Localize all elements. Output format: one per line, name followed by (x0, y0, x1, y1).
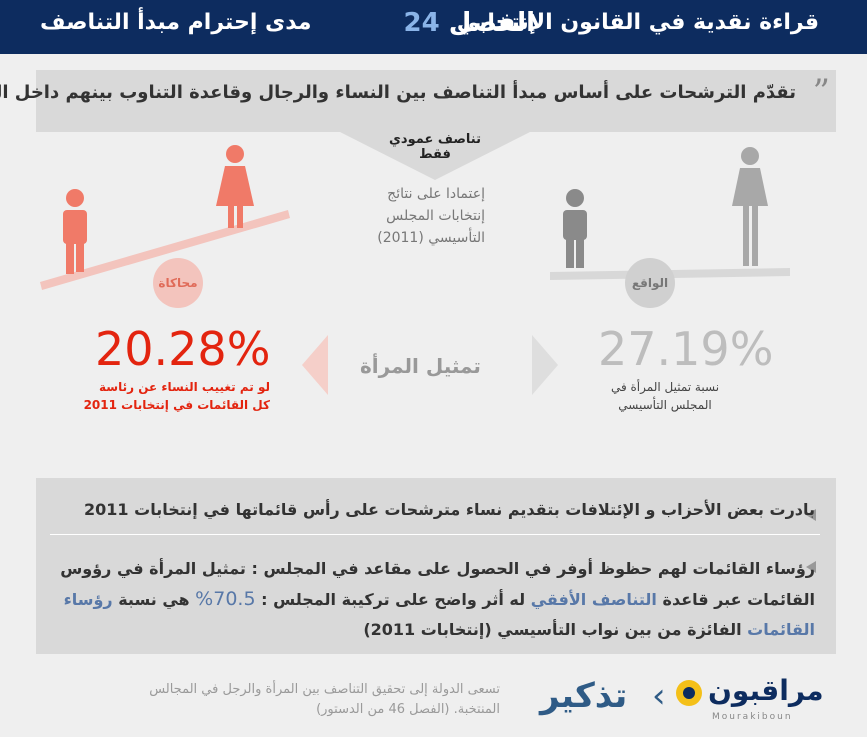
vertical-note: تناصف عمودي فقط (370, 132, 500, 162)
based-on-note: إعتمادا على نتائج إنتخابات المجلس التأسي… (355, 183, 485, 249)
based-on-line: إعتمادا على نتائج (387, 186, 485, 202)
logo-eye-icon (676, 680, 702, 706)
chapter-word: الفصل (448, 8, 535, 38)
bullet-arrow-icon (806, 561, 816, 573)
quote-pointer (340, 132, 530, 180)
left-caption-line: لو تم تغييب النساء عن رئاسة (99, 380, 270, 394)
center-label: تمثيل المرأة (360, 354, 481, 378)
bullet-first: بادرت بعض الأحزاب و الإئتلافات بتقديم نس… (84, 500, 815, 519)
bullet-arrow-icon (806, 509, 816, 521)
highlight-percent: 70.5% (195, 588, 256, 610)
chapter-number: 24 (403, 8, 440, 38)
quote-text: تقدّم الترشحات على أساس مبدأ التناصف بين… (0, 82, 796, 103)
man-icon (563, 189, 587, 268)
left-percent: 20.28% (95, 322, 271, 376)
highlight-list-heads: رؤساء القائمات (63, 590, 815, 639)
based-on-line: التأسيسي (2011) (377, 230, 485, 246)
based-on-line: إنتخابات المجلس (386, 208, 485, 224)
footer-note-line: المنتخبة. (الفصل 46 من الدستور) (316, 702, 500, 717)
right-percent: 27.19% (598, 322, 774, 376)
highlight-horizontal-parity: التناصف الأفقي (530, 590, 657, 609)
bullet-second: رؤساء القائمات لهم حظوظ أوفر في الحصول ع… (55, 554, 815, 645)
footer-note-line: تسعى الدولة إلى تحقيق التناصف بين المرأة… (149, 682, 500, 697)
bullet-second-text: رؤساء القائمات لهم حظوظ أوفر في الحصول ع… (60, 559, 815, 609)
woman-icon (216, 145, 254, 228)
logo-text: مراقبون (708, 674, 824, 707)
bullet-second-text: هي نسبة (118, 590, 190, 609)
bullet-second-text: الفائزة من بين نواب التأسيسي (إنتخابات 2… (363, 620, 742, 639)
quote-box: ” تقدّم الترشحات على أساس مبدأ التناصف ب… (0, 70, 836, 132)
left-arrow-icon (302, 335, 328, 395)
center-arrows (302, 335, 558, 395)
left-scale-illustration (40, 145, 290, 290)
right-arrow-icon (532, 335, 558, 395)
footer-note: تسعى الدولة إلى تحقيق التناصف بين المرأة… (60, 680, 500, 720)
vertical-note-line: تناصف عمودي (389, 132, 481, 147)
chapter-label: 24 الفصل (404, 8, 535, 38)
bullet-second-text: له أثر واضح على تركيبة المجلس : (261, 590, 526, 609)
right-caption: نسبة تمثيل المرأة في المجلس التأسيسي (590, 378, 740, 414)
right-caption-line: نسبة تمثيل المرأة في (610, 380, 720, 394)
left-scale-beam (40, 210, 290, 290)
right-caption-line: المجلس التأسيسي (618, 398, 712, 412)
left-caption-line: كل القائمات في إنتخابات 2011 (83, 398, 270, 412)
quote-mark: ” (812, 72, 830, 112)
left-circle-label: محاكاة (153, 258, 203, 308)
right-scale-illustration (550, 147, 790, 280)
woman-icon (732, 147, 768, 266)
vertical-note-line: فقط (419, 147, 451, 162)
bottom-panel (36, 478, 836, 654)
header-bar: قراءة نقدية في القانون الإنتخابي 24 الفص… (0, 0, 867, 54)
header-title: قراءة نقدية في القانون الإنتخابي (456, 10, 819, 35)
right-circle-label: الواقع (625, 258, 675, 308)
logo-subtitle: Mourakiboun (712, 712, 793, 722)
chevron-left-icon: ‹ (652, 676, 666, 716)
left-caption: لو تم تغييب النساء عن رئاسة كل القائمات … (70, 378, 270, 414)
header-subtitle: مدى إحترام مبدأ التناصف (40, 10, 312, 35)
divider (50, 534, 820, 535)
remember-label: تذكير (540, 676, 628, 716)
man-icon (63, 189, 87, 274)
